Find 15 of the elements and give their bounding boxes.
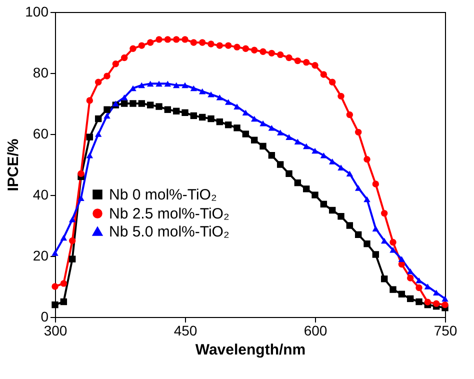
legend-label: Nb 5.0 mol%-TiO₂ [109, 224, 230, 240]
y-axis-title: IPCE/% [5, 138, 22, 192]
y-tick-label: 80 [32, 64, 49, 80]
x-tick-label: 600 [304, 322, 328, 338]
y-tick-label: 20 [32, 248, 49, 264]
y-tick-label: 0 [40, 308, 49, 324]
legend-label: Nb 0 mol%-TiO₂ [109, 186, 217, 204]
y-tick-label: 60 [32, 126, 49, 142]
x-axis-title: Wavelength/nm [195, 342, 306, 358]
x-tick-label: 300 [44, 322, 68, 338]
x-tick-label: 750 [434, 322, 458, 338]
y-tick-label: 40 [32, 186, 49, 202]
legend-label: Nb 2.5 mol%-TiO₂ [109, 206, 230, 222]
y-tick-label: 100 [25, 4, 49, 20]
x-tick-label: 450 [174, 322, 198, 338]
